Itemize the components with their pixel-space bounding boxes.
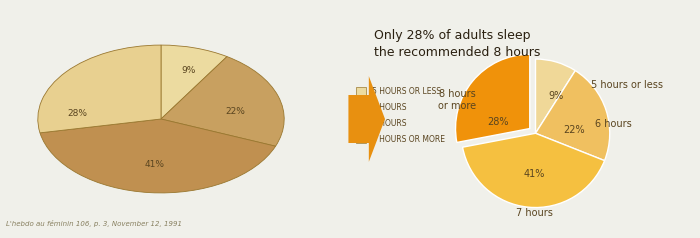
Text: 5 hours or less: 5 hours or less (592, 80, 663, 90)
Wedge shape (161, 57, 284, 146)
Wedge shape (40, 119, 276, 193)
Text: 28%: 28% (67, 109, 88, 118)
Polygon shape (349, 76, 385, 162)
Legend: 5 HOURS OR LESS, 6 HOURS, 7 HOURS, 8 HOURS OR MORE: 5 HOURS OR LESS, 6 HOURS, 7 HOURS, 8 HOU… (356, 87, 444, 144)
Wedge shape (38, 45, 161, 133)
Text: 22%: 22% (564, 124, 585, 134)
Text: 8 hours
or more: 8 hours or more (438, 89, 476, 111)
Text: 41%: 41% (145, 160, 164, 169)
Text: 6 hours: 6 hours (595, 119, 631, 129)
Text: Only 28% of adults sleep
the recommended 8 hours: Only 28% of adults sleep the recommended… (374, 29, 541, 59)
Text: 9%: 9% (549, 91, 564, 101)
Wedge shape (463, 133, 605, 208)
Wedge shape (161, 45, 227, 119)
Wedge shape (536, 71, 610, 161)
Wedge shape (536, 59, 575, 133)
Wedge shape (456, 54, 530, 143)
Text: 7 hours: 7 hours (516, 208, 552, 218)
Text: 41%: 41% (524, 169, 545, 179)
Text: 28%: 28% (488, 117, 509, 127)
Text: L'hebdo au féminin 106, p. 3, November 12, 1991: L'hebdo au féminin 106, p. 3, November 1… (6, 220, 183, 227)
Text: 9%: 9% (181, 66, 195, 75)
Text: 22%: 22% (225, 107, 245, 116)
